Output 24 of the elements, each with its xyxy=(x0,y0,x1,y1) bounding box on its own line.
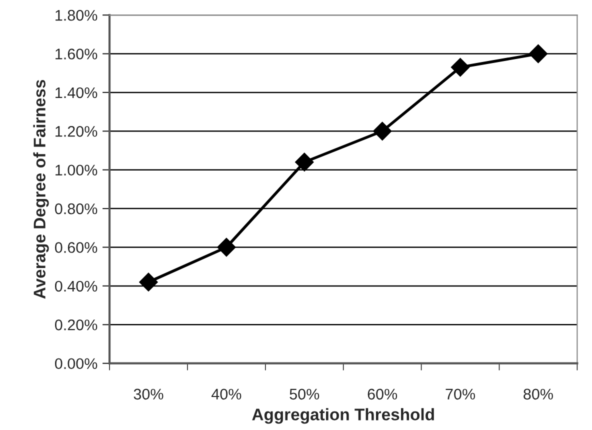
point xyxy=(528,44,548,64)
y-tick-label: 0.40% xyxy=(54,280,98,292)
x-tick-label: 70% xyxy=(446,388,476,400)
x-tick-label: 50% xyxy=(290,388,320,400)
y-axis-title: Average Degree of Fairness xyxy=(33,80,49,299)
y-tick-label: 0.80% xyxy=(54,203,98,214)
point xyxy=(450,58,470,77)
point xyxy=(217,238,236,257)
y-tick-label: 0.20% xyxy=(54,320,98,330)
point xyxy=(372,122,392,141)
y-tick-label: 0.60% xyxy=(54,242,98,253)
y-tick-label: 1.60% xyxy=(56,48,98,60)
x-tick-label: 60% xyxy=(368,388,398,400)
y-tick-label: 0.00% xyxy=(54,358,98,370)
point xyxy=(139,272,158,292)
x-tick-label: 30% xyxy=(134,388,164,400)
x-tick-label: 40% xyxy=(212,388,242,400)
point xyxy=(295,152,314,172)
y-tick-label: 1.00% xyxy=(56,164,98,176)
y-tick-label: 1.40% xyxy=(56,87,98,98)
y-tick-label: 1.20% xyxy=(56,126,98,137)
x-tick-label: 80% xyxy=(524,388,553,400)
y-tick-label: 1.80% xyxy=(56,10,98,21)
x-axis-title: Aggregation Threshold xyxy=(252,408,434,424)
